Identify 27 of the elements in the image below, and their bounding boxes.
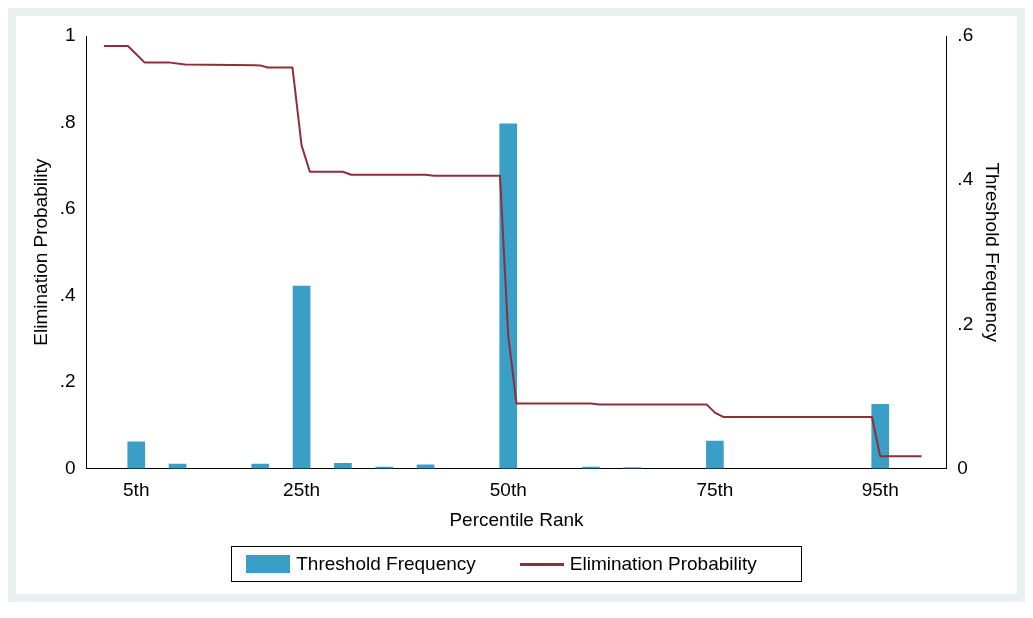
bar <box>334 463 352 469</box>
y2-tick-label: 0 <box>957 456 968 478</box>
bar <box>292 285 311 469</box>
bar <box>706 440 724 469</box>
y2-tick-label: .2 <box>957 312 974 334</box>
x-axis-title: Percentile Rank <box>449 508 585 530</box>
legend-label: Threshold Frequency <box>296 553 476 575</box>
y2-tick-label: .4 <box>957 168 974 190</box>
bar <box>127 441 146 469</box>
y-tick-label: .6 <box>59 197 76 219</box>
legend-label: Elimination Probability <box>569 553 757 575</box>
y2-axis-title: Threshold Frequency <box>982 162 1004 343</box>
y-tick-label: 1 <box>65 24 76 46</box>
bar <box>871 403 890 469</box>
y-axis-title: Elimination Probability <box>29 158 51 346</box>
bar <box>416 464 435 469</box>
x-tick-label: 50th <box>489 479 527 501</box>
x-tick-label: 5th <box>123 479 150 501</box>
y-tick-label: .8 <box>59 110 76 132</box>
y-tick-label: .2 <box>59 370 76 392</box>
y2-tick-label: .6 <box>957 24 974 46</box>
x-tick-label: 95th <box>861 479 899 501</box>
x-tick-label: 25th <box>283 479 321 501</box>
bar <box>499 123 518 469</box>
y-tick-label: .4 <box>59 283 77 305</box>
x-tick-label: 75th <box>696 479 734 501</box>
y-tick-label: 0 <box>65 456 76 478</box>
